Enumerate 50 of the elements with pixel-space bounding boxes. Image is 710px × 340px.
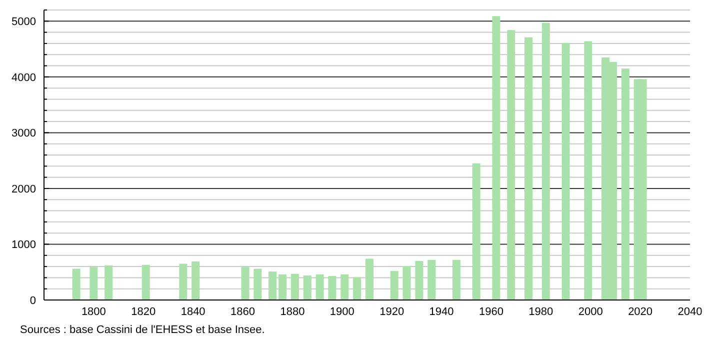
- x-tick-label: 1800: [81, 306, 106, 318]
- bar: [452, 260, 460, 300]
- x-tick-label: 1860: [230, 306, 256, 318]
- bar: [353, 277, 362, 300]
- y-tick-label: 3000: [12, 128, 36, 140]
- x-tick-label: 1940: [429, 306, 454, 318]
- bar: [104, 265, 113, 300]
- bar: [316, 274, 324, 300]
- bar: [72, 268, 80, 300]
- bar: [415, 260, 424, 300]
- x-tick-label: 1920: [380, 306, 404, 318]
- bar: [290, 274, 299, 300]
- bar: [254, 268, 262, 300]
- y-tick-label: 2000: [12, 183, 36, 196]
- bar: [278, 274, 287, 300]
- x-tick-label: 1900: [330, 306, 354, 318]
- x-tick-label: 1980: [528, 306, 554, 318]
- x-tick-label: 2040: [678, 306, 702, 318]
- source-note: Sources : base Cassini de l'EHESS et base Insee.: [20, 324, 265, 336]
- bar: [241, 267, 250, 300]
- bar: [90, 267, 98, 300]
- bar: [179, 264, 188, 300]
- x-tick-label: 2020: [628, 306, 653, 318]
- bar: [492, 16, 500, 300]
- bar: [340, 274, 349, 300]
- bar: [192, 262, 200, 300]
- y-tick-label: 5000: [12, 16, 36, 28]
- bar: [472, 163, 480, 300]
- bar: [562, 42, 570, 300]
- bar: [142, 264, 150, 300]
- y-tick-label: 1000: [12, 239, 36, 252]
- bar: [268, 272, 277, 300]
- bar: [390, 271, 398, 300]
- bar: [542, 22, 550, 300]
- x-tick-label: 1820: [131, 306, 156, 318]
- x-tick-label: 2000: [578, 306, 603, 318]
- y-tick-label: 0: [30, 294, 36, 307]
- bar: [621, 68, 630, 300]
- bar: [328, 276, 336, 300]
- x-tick-label: 1880: [280, 306, 305, 318]
- bar: [524, 37, 532, 300]
- bar: [402, 266, 411, 300]
- x-tick-label: 1840: [180, 306, 206, 318]
- bar: [428, 260, 436, 300]
- bar: [303, 275, 312, 300]
- bar: [507, 30, 516, 300]
- y-tick-label: 4000: [12, 72, 36, 84]
- bar: [365, 258, 374, 300]
- bar: [584, 41, 592, 300]
- x-tick-label: 1960: [478, 306, 504, 318]
